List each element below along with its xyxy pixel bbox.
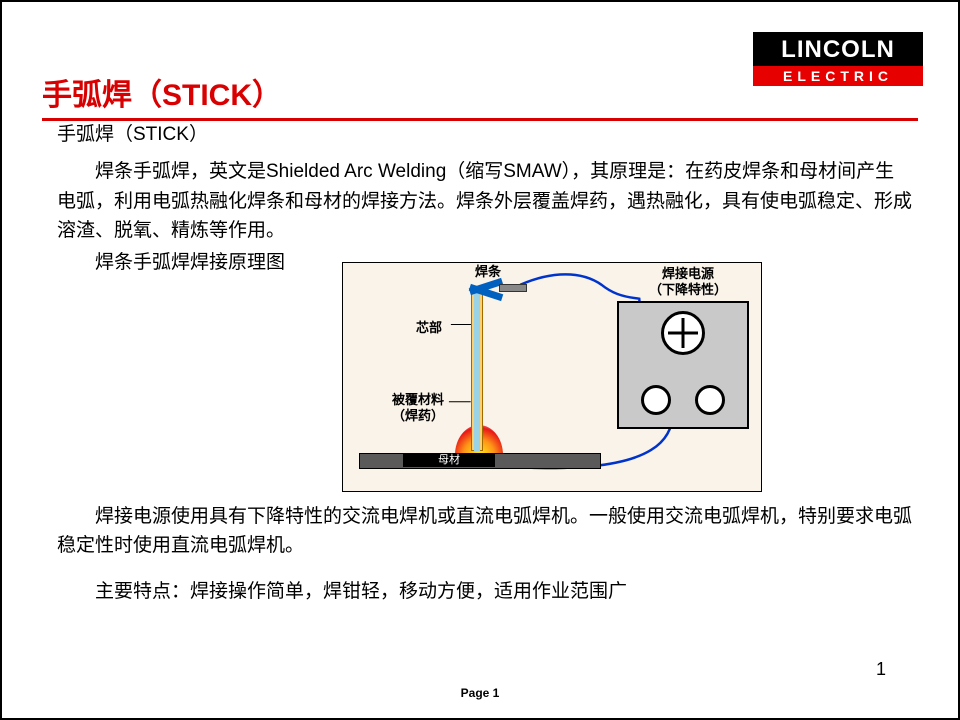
welding-diagram: 焊条 焊接电源 （下降特性） 芯部 被覆材料 （焊药） 母材 xyxy=(342,262,762,492)
paragraph-2: 焊接电源使用具有下降特性的交流电焊机或直流电弧焊机。一般使用交流电弧焊机，特别要… xyxy=(57,502,913,561)
page-title: 手弧焊（STICK） xyxy=(42,70,918,116)
subtitle: 手弧焊（STICK） xyxy=(57,120,913,149)
label-coating-sub: （焊药） xyxy=(383,405,453,424)
electrode-holder xyxy=(451,275,521,295)
dial-icon xyxy=(661,311,705,355)
power-source-box xyxy=(617,301,749,429)
label-core: 芯部 xyxy=(409,317,449,336)
body-content: 手弧焊（STICK） 焊条手弧焊，英文是Shielded Arc Welding… xyxy=(57,120,913,277)
electrode-core xyxy=(474,291,480,451)
footer-page-number: 1 xyxy=(876,659,886,680)
title-area: 手弧焊（STICK） xyxy=(42,70,918,121)
paragraph-3: 主要特点：焊接操作简单，焊钳轻，移动方便，适用作业范围广 xyxy=(57,577,913,606)
logo-brand: LINCOLN xyxy=(753,32,923,66)
footer-page-label: Page 1 xyxy=(461,686,500,700)
label-power-sub: （下降特性） xyxy=(635,279,741,298)
terminal-left xyxy=(641,385,671,415)
terminal-right xyxy=(695,385,725,415)
paragraph-1: 焊条手弧焊，英文是Shielded Arc Welding（缩写SMAW），其原… xyxy=(57,157,913,245)
label-base-metal: 母材 xyxy=(403,453,495,467)
